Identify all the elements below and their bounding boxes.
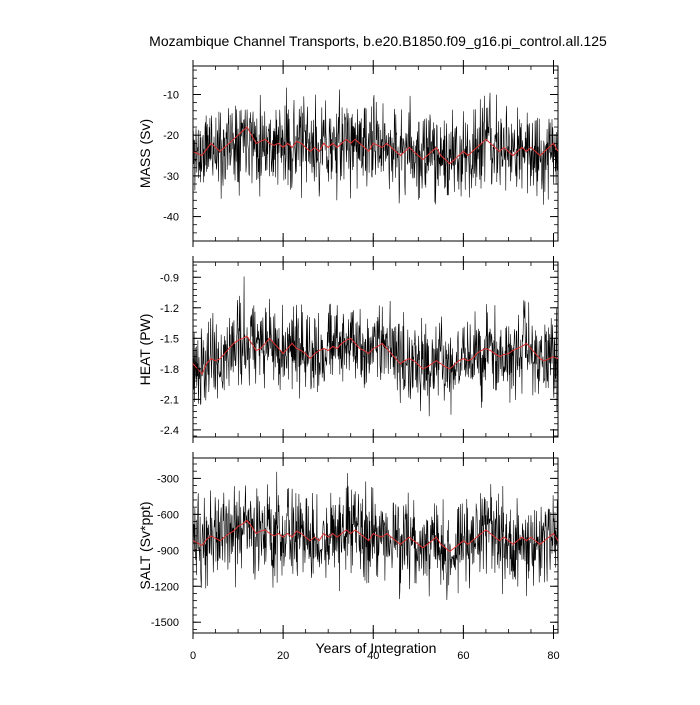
panels-layer: -10 -20 -30 -40 MASS (Sv) -0.9 -1.2 -1.5 -1.8 -2.…	[137, 60, 560, 662]
x-axis-label: Years of Integration	[316, 640, 437, 656]
y-axis-label-heat: HEAT (PW)	[137, 314, 153, 386]
smoothed-series-mass	[192, 126, 559, 165]
smoothed-series-salt	[192, 519, 559, 553]
y-tick-label: -1.2	[160, 303, 179, 315]
y-tick-label: -600	[157, 509, 179, 521]
y-tick-label: -2.4	[160, 425, 179, 437]
y-tick-label: -300	[157, 473, 179, 485]
y-tick-label: -2.1	[160, 394, 179, 406]
chart-title: Mozambique Channel Transports, b.e20.B18…	[149, 33, 607, 49]
y-tick-label: -40	[163, 212, 179, 224]
x-tick-label: 40	[367, 650, 379, 662]
x-tick-label: 80	[547, 650, 559, 662]
y-tick-label: -20	[163, 130, 179, 142]
y-axis-label-salt: SALT (Sv*ppt)	[137, 501, 153, 589]
y-tick-label: -1.8	[160, 364, 179, 376]
monthly-series-heat	[192, 276, 559, 417]
monthly-series-salt	[192, 471, 559, 601]
x-tick-label: 0	[190, 650, 196, 662]
smoothed-series-heat	[192, 335, 559, 375]
y-tick-label: -30	[163, 171, 179, 183]
y-tick-label: -0.9	[160, 272, 179, 284]
y-tick-label: -1500	[151, 617, 179, 629]
x-tick-label: 60	[457, 650, 469, 662]
y-axis-label-mass: MASS (Sv)	[137, 119, 153, 188]
panel-mass: -10 -20 -30 -40 MASS (Sv)	[137, 60, 559, 247]
x-tick-label: 20	[277, 650, 289, 662]
panel-salt: -300 -600 -900 -1200 -1500 SALT (Sv*ppt) 0 20 40…	[137, 452, 560, 662]
y-tick-label: -1200	[151, 581, 179, 593]
y-tick-label: -900	[157, 545, 179, 557]
panel-heat: -0.9 -1.2 -1.5 -1.8 -2.1 -2.4 HEAT (PW)	[137, 256, 559, 443]
monthly-series-mass	[192, 87, 559, 205]
y-tick-label: -10	[163, 89, 179, 101]
y-tick-label: -1.5	[160, 333, 179, 345]
